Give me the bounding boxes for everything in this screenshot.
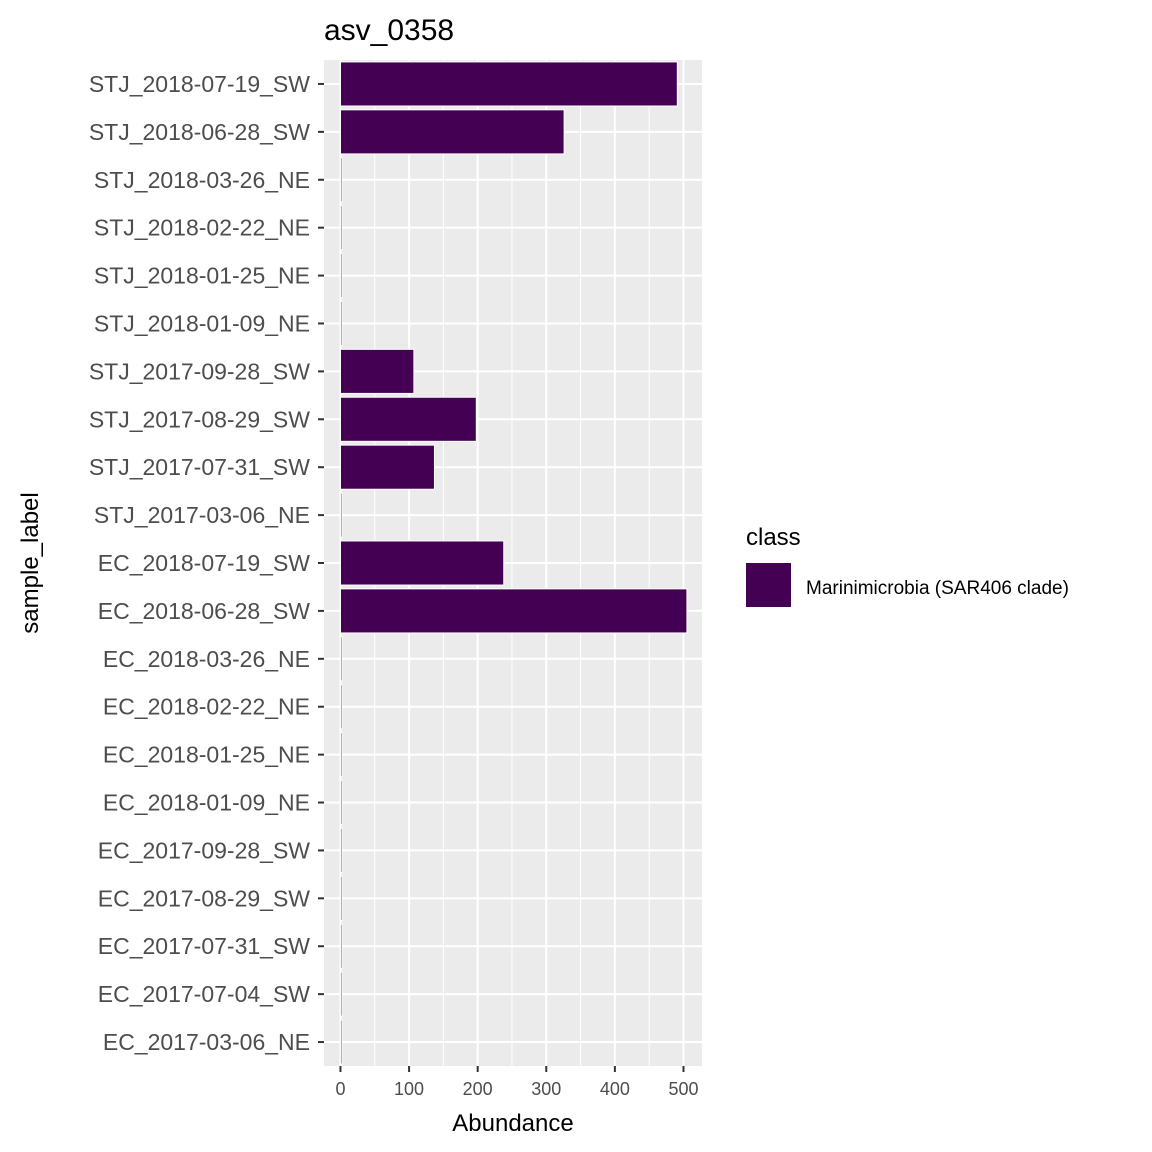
legend-swatch bbox=[746, 563, 791, 607]
y-tick-label: STJ_2018-03-26_NE bbox=[94, 167, 310, 193]
y-tick-label: STJ_2017-08-29_SW bbox=[89, 406, 310, 432]
bar-stj-2017-08-29-sw bbox=[339, 396, 477, 442]
bar-ec-2018-06-28-sw bbox=[339, 588, 688, 634]
x-tick-label: 200 bbox=[463, 1079, 493, 1099]
x-axis-ticks: 0 100 200 300 400 500 bbox=[335, 1066, 699, 1099]
y-tick-label: STJ_2018-06-28_SW bbox=[89, 119, 310, 145]
y-axis-ticks: STJ_2018-07-19_SW STJ_2018-06-28_SW STJ_20… bbox=[89, 71, 324, 1055]
x-tick-label: 0 bbox=[335, 1079, 345, 1099]
y-tick-label: EC_2018-06-28_SW bbox=[98, 598, 311, 624]
bars bbox=[339, 61, 688, 1065]
bar-stj-2018-07-19-sw bbox=[339, 61, 678, 107]
y-tick-label: EC_2018-03-26_NE bbox=[103, 646, 310, 672]
y-tick-label: STJ_2018-01-09_NE bbox=[94, 310, 310, 336]
legend-title: class bbox=[746, 524, 801, 551]
y-tick-label: STJ_2018-07-19_SW bbox=[89, 71, 310, 97]
y-tick-label: STJ_2018-02-22_NE bbox=[94, 215, 310, 241]
y-tick-label: STJ_2018-01-25_NE bbox=[94, 263, 310, 289]
chart-title: asv_0358 bbox=[324, 14, 454, 47]
bar-stj-2018-03-26-ne bbox=[339, 157, 343, 203]
bar-stj-2018-01-09-ne bbox=[339, 300, 343, 347]
bar-stj-2017-03-06-ne bbox=[339, 492, 343, 538]
y-tick-label: STJ_2017-07-31_SW bbox=[89, 454, 310, 480]
bar-ec-2017-07-04-sw bbox=[339, 971, 343, 1017]
bar-ec-2018-01-09-ne bbox=[339, 779, 343, 826]
y-axis-title: sample_label bbox=[17, 492, 44, 633]
bar-stj-2018-06-28-sw bbox=[339, 109, 565, 155]
bar-ec-2018-07-19-sw bbox=[339, 540, 505, 586]
y-tick-label: EC_2017-03-06_NE bbox=[103, 1029, 310, 1055]
bar-ec-2017-09-28-sw bbox=[339, 827, 343, 873]
bar-ec-2018-01-25-ne bbox=[339, 732, 343, 778]
bar-stj-2017-09-28-sw bbox=[339, 348, 415, 394]
grid-lines bbox=[324, 60, 702, 1066]
y-tick-label: EC_2018-01-25_NE bbox=[103, 742, 310, 768]
y-tick-label: STJ_2017-03-06_NE bbox=[94, 502, 310, 528]
y-tick-label: EC_2017-08-29_SW bbox=[98, 885, 311, 911]
bar-ec-2017-07-31-sw bbox=[339, 923, 343, 969]
y-tick-label: EC_2018-07-19_SW bbox=[98, 550, 311, 576]
x-axis-title: Abundance bbox=[452, 1110, 573, 1137]
y-tick-label: STJ_2017-09-28_SW bbox=[89, 358, 310, 384]
y-tick-label: EC_2018-01-09_NE bbox=[103, 790, 310, 816]
bar-stj-2017-07-31-sw bbox=[339, 444, 435, 490]
x-tick-label: 100 bbox=[394, 1079, 424, 1099]
bar-ec-2018-02-22-ne bbox=[339, 684, 343, 730]
legend: class Marinimicrobia (SAR406 clade) bbox=[746, 524, 1069, 607]
y-tick-label: EC_2017-07-04_SW bbox=[98, 981, 311, 1007]
x-tick-label: 300 bbox=[531, 1079, 561, 1099]
x-tick-label: 400 bbox=[600, 1079, 630, 1099]
bar-ec-2018-03-26-ne bbox=[339, 636, 343, 682]
bar-stj-2018-01-25-ne bbox=[339, 253, 343, 299]
legend-label: Marinimicrobia (SAR406 clade) bbox=[806, 578, 1069, 599]
y-tick-label: EC_2018-02-22_NE bbox=[103, 694, 310, 720]
x-tick-label: 500 bbox=[668, 1079, 698, 1099]
bar-stj-2018-02-22-ne bbox=[339, 205, 343, 251]
bar-ec-2017-08-29-sw bbox=[339, 875, 343, 921]
y-tick-label: EC_2017-07-31_SW bbox=[98, 933, 311, 959]
bar-ec-2017-03-06-ne bbox=[339, 1019, 343, 1065]
y-tick-label: EC_2017-09-28_SW bbox=[98, 837, 311, 863]
